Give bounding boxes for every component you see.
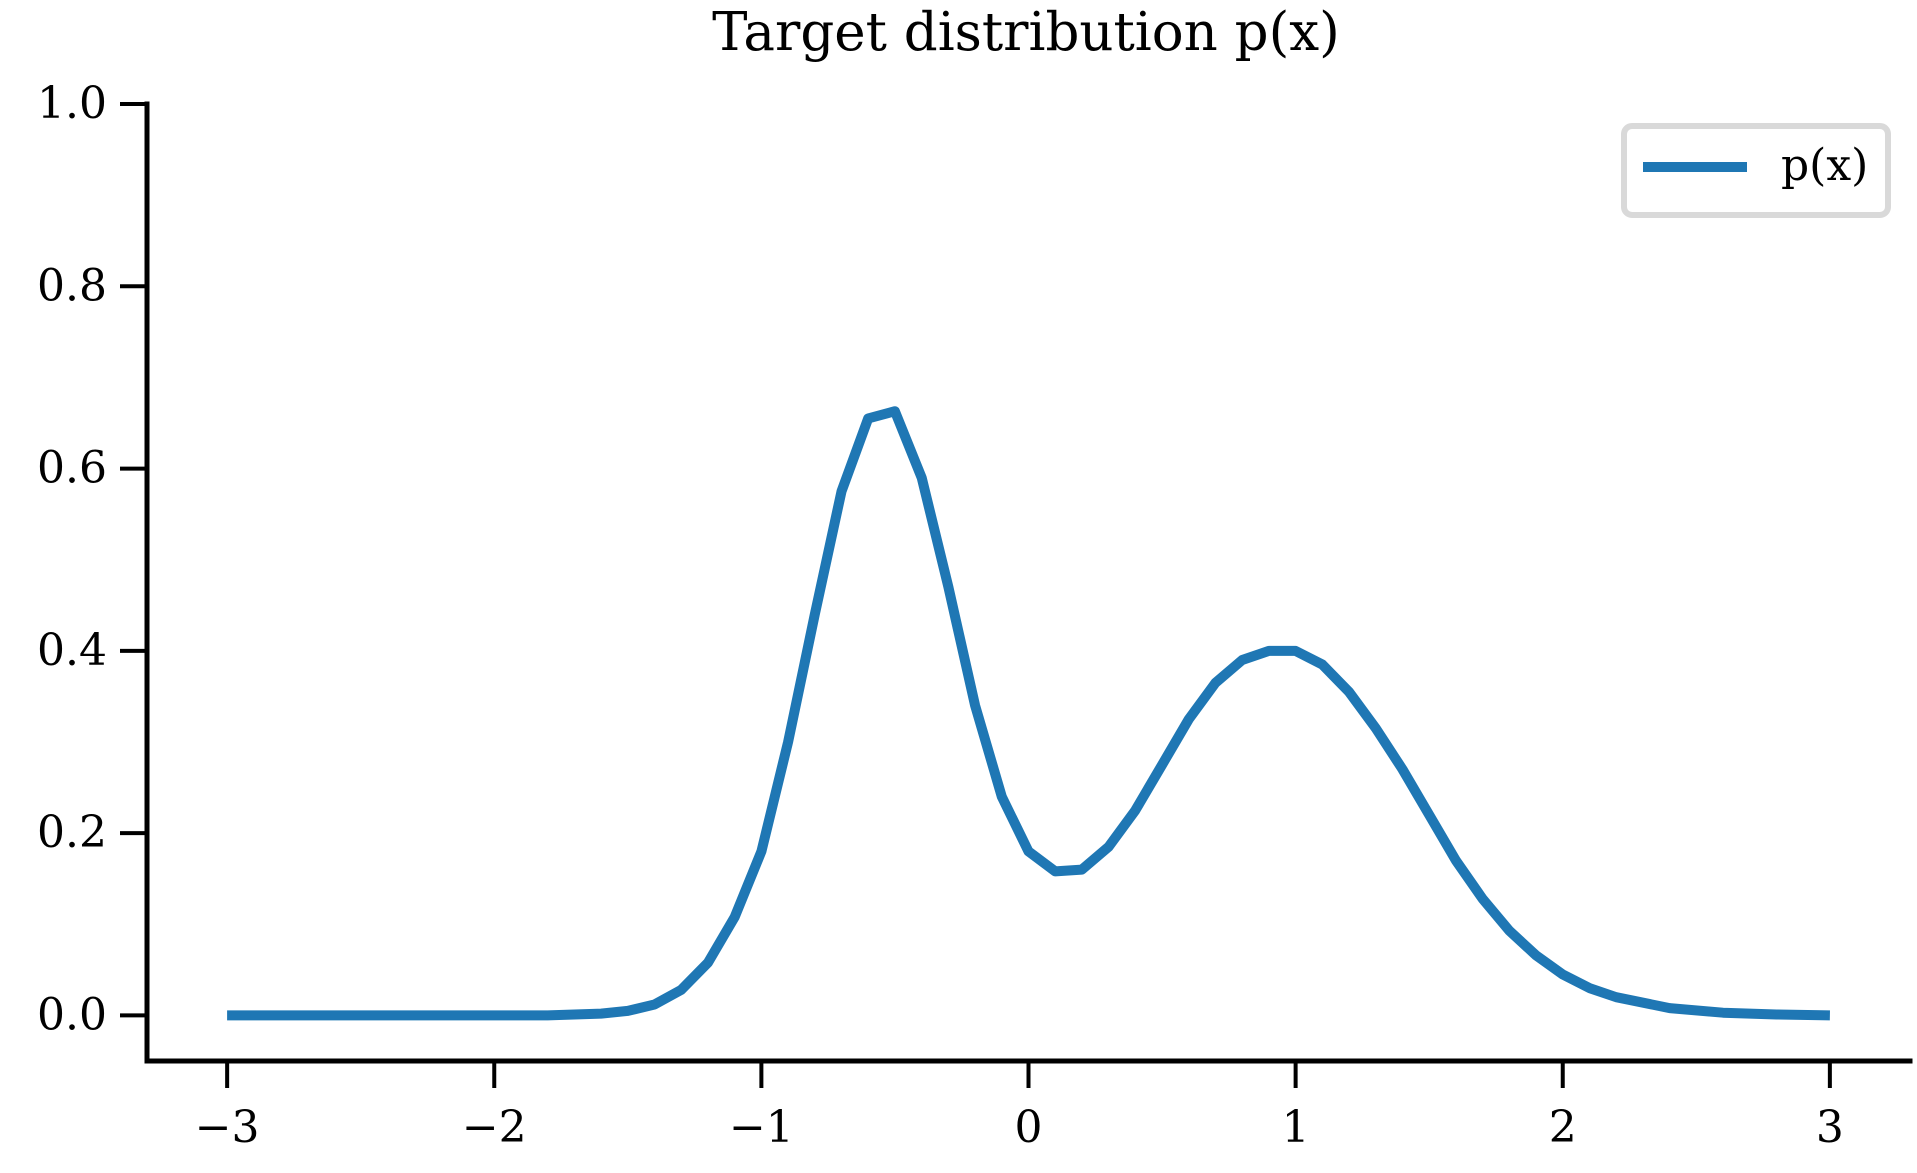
series-layer [227,406,1830,1021]
y-tick-label: 1.0 [37,78,107,129]
x-tick-label: 1 [1282,1102,1310,1153]
y-tick-label: 0.4 [37,625,107,676]
legend-label-p-x: p(x) [1781,140,1868,191]
legend-box [1621,123,1891,218]
y-tick-label: 0.8 [37,260,107,311]
x-tick-label: 2 [1549,1102,1577,1153]
y-tick-label: 0.2 [37,807,107,858]
x-tick-label: 3 [1816,1102,1844,1153]
axes: 0.0 0.2 0.4 0.6 0.8 1.0 −3 −2 −1 0 1 2 3 [37,78,1913,1153]
x-tick-label: −3 [195,1102,260,1153]
x-tick-label: 0 [1015,1102,1043,1153]
chart-title: Target distribution p(x) [712,2,1340,63]
x-tick-label: −1 [729,1102,794,1153]
y-tick-label: 0.6 [37,443,107,494]
series-line-p-x [227,406,1830,1021]
legend: p(x) [1621,123,1891,218]
y-tick-label: 0.0 [37,989,107,1040]
x-tick-label: −2 [462,1102,527,1153]
